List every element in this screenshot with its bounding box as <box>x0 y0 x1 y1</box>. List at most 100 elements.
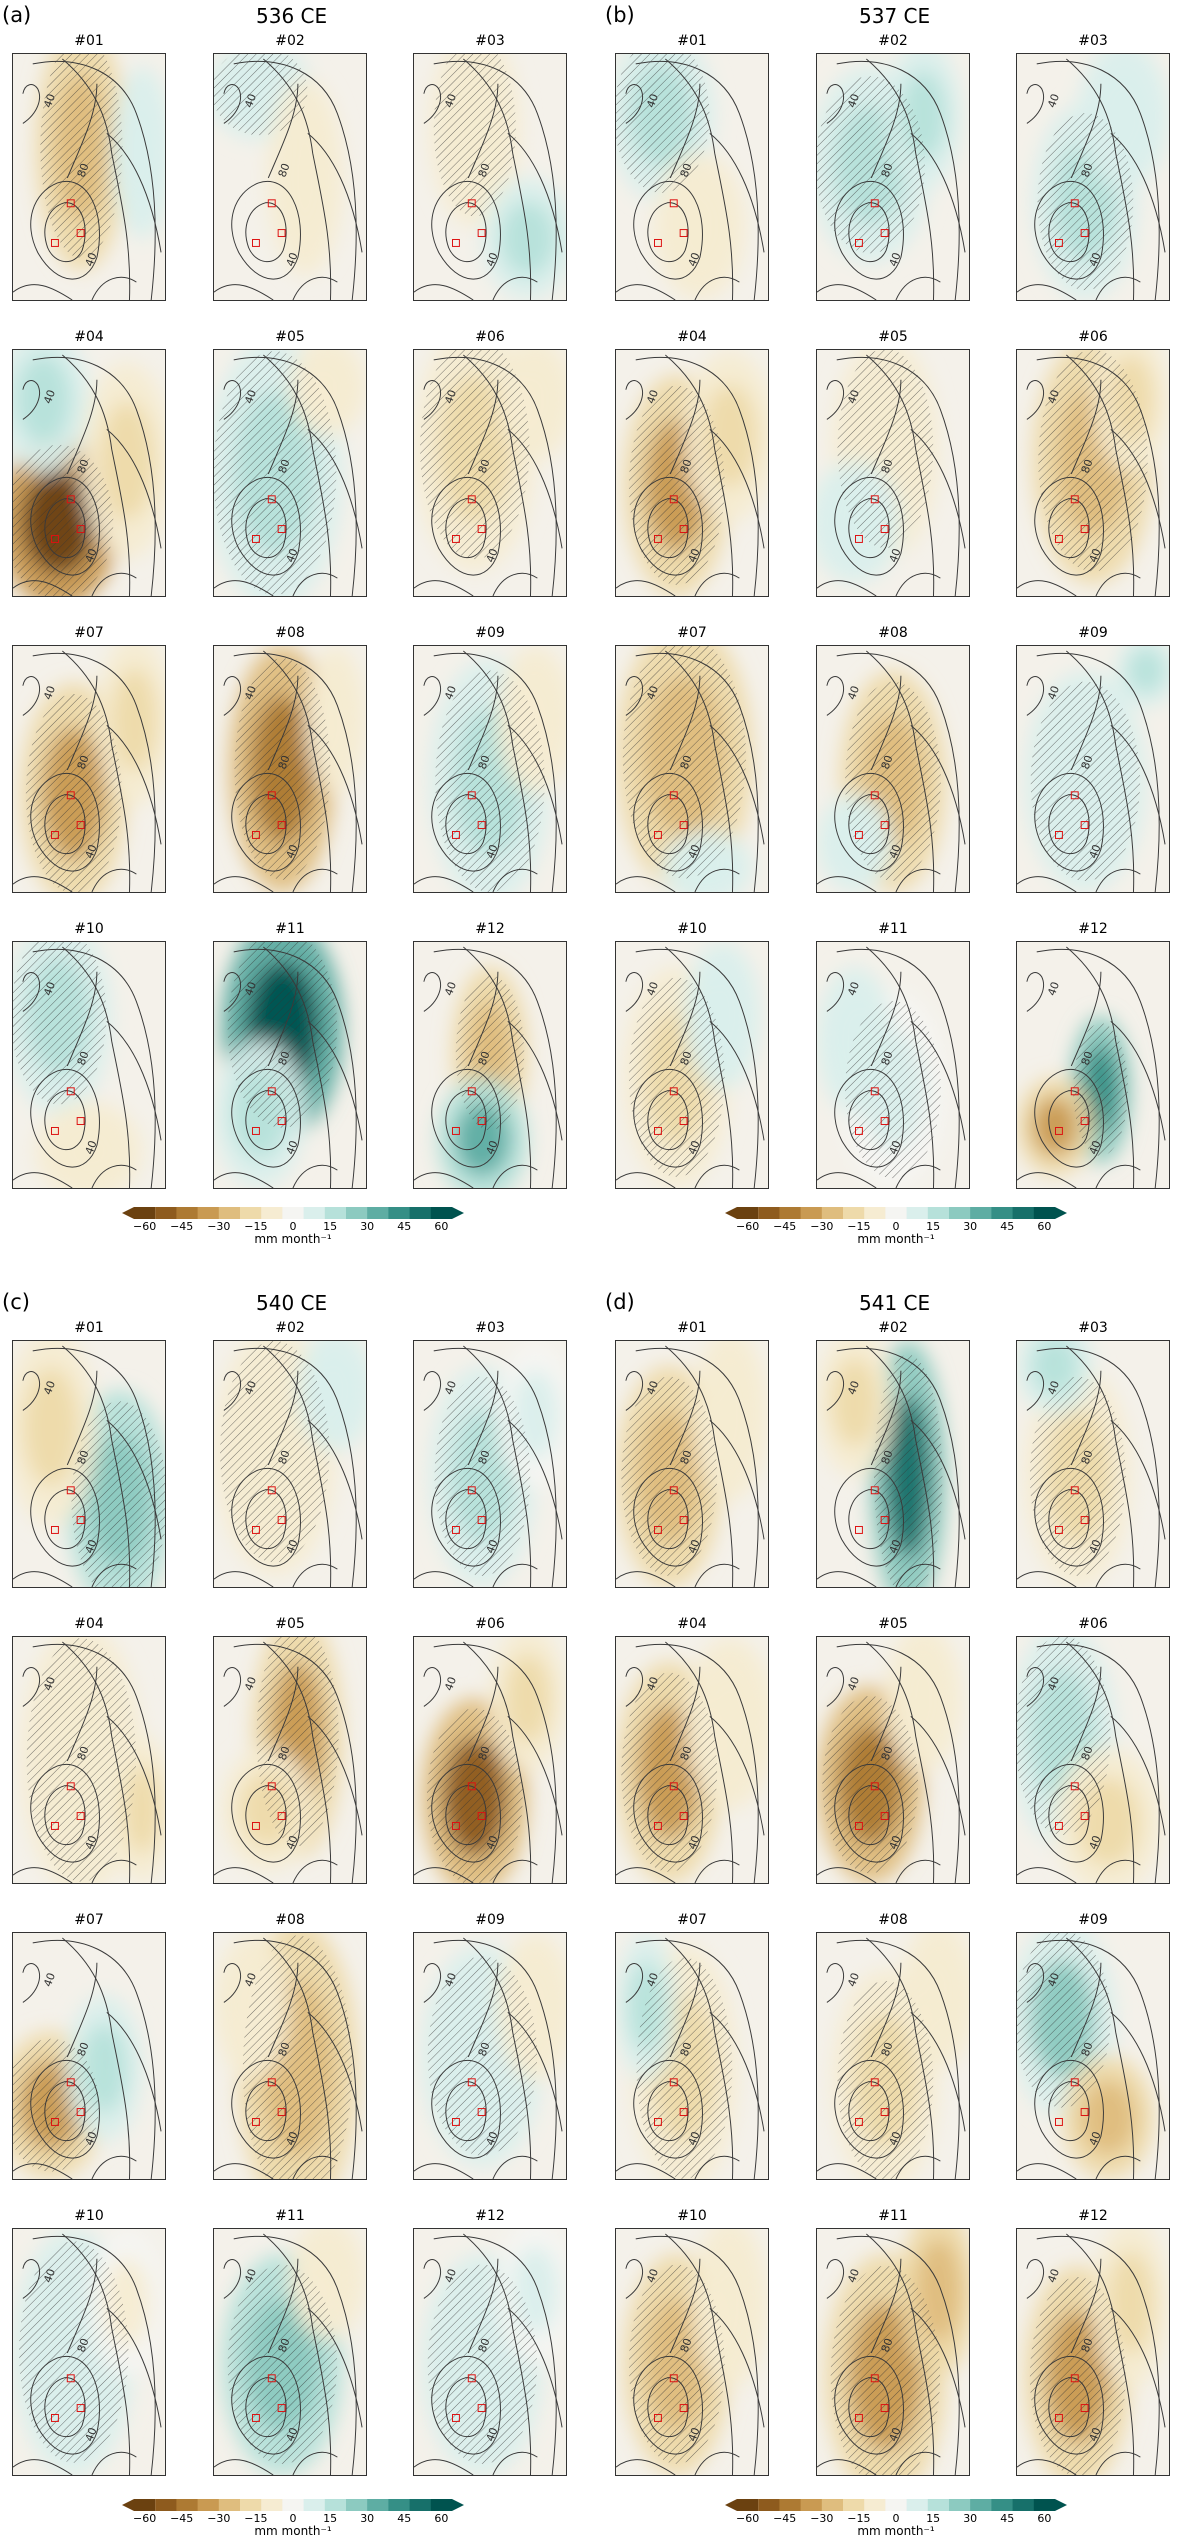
station-markers <box>654 791 688 839</box>
anomaly-map: 40 80 40 <box>817 1637 969 1883</box>
map-panel: 40 80 40 <box>413 1636 567 1884</box>
colorbar-swatch <box>1012 2499 1035 2511</box>
month-label: #08 <box>878 625 908 641</box>
contour-label: 40 <box>284 1139 301 1157</box>
station-markers <box>51 2078 85 2126</box>
colorbar-tick: 0 <box>893 1220 900 1231</box>
anomaly-map: 40 80 40 <box>214 1933 366 2179</box>
contour-label: 80 <box>75 457 92 475</box>
contour-label: 40 <box>484 547 501 565</box>
anomaly-map: 40 80 40 <box>414 1637 566 1883</box>
contour-lines <box>13 1937 162 2179</box>
colorbar-swatch <box>821 2499 844 2511</box>
contour-label: 40 <box>1087 547 1104 565</box>
colorbar-tick: −60 <box>736 2512 759 2523</box>
station-markers <box>252 2078 286 2126</box>
contour-label: 80 <box>1079 1049 1096 1067</box>
contour-label: 40 <box>284 2130 301 2148</box>
contour-label: 40 <box>1087 2426 1104 2444</box>
colorbar-swatch <box>240 1207 262 1219</box>
colorbar-swatch <box>155 1207 177 1219</box>
anomaly-core <box>702 1671 758 1775</box>
map-panel: 40 80 40 <box>615 349 769 597</box>
contour-lines <box>616 650 765 892</box>
contour-lines <box>1017 58 1166 300</box>
month-label: #06 <box>1078 1616 1108 1632</box>
anomaly-map: 40 80 40 <box>1017 2229 1169 2475</box>
significance-hatching <box>628 385 725 585</box>
colorbar-swatch <box>218 1207 241 1219</box>
anomaly-core <box>111 668 158 772</box>
map-panel: 40 80 40 <box>1016 53 1170 301</box>
colorbar-tick: −45 <box>773 1220 796 1231</box>
contour-label: 80 <box>1079 2040 1096 2058</box>
colorbar: −60 −45 −30 −15 0 15 30 45 60 <box>725 2499 1067 2539</box>
map-panel: 40 80 40 <box>816 2228 970 2476</box>
colorbar-unit: mm month⁻¹ <box>857 1232 935 1246</box>
contour-label: 40 <box>284 547 301 565</box>
colorbar-tick: 30 <box>963 1220 977 1231</box>
station-markers <box>452 495 486 543</box>
contour-label: 40 <box>83 2130 100 2148</box>
panel-title: 536 CE <box>256 4 328 28</box>
station-markers <box>855 1087 889 1135</box>
contour-label: 40 <box>242 1971 259 1989</box>
anomaly-map: 40 80 40 <box>616 1341 768 1587</box>
map-panel: 40 80 40 <box>12 645 166 893</box>
colorbar-unit: mm month⁻¹ <box>254 1232 332 1246</box>
anomaly-map: 40 80 40 <box>1017 350 1169 596</box>
contour-label: 40 <box>1087 1538 1104 1556</box>
anomaly-map: 40 80 40 <box>616 646 768 892</box>
contour-label: 40 <box>442 684 459 702</box>
station-markers <box>252 495 286 543</box>
colorbar-tick: −60 <box>133 1220 156 1231</box>
month-label: #04 <box>677 1616 707 1632</box>
map-panel: 40 80 40 <box>12 1932 166 2180</box>
significance-hatching <box>420 350 530 560</box>
contour-label: 40 <box>686 843 703 861</box>
contour-label: 40 <box>1087 1834 1104 1852</box>
panel-letter: (a) <box>2 3 32 27</box>
contour-label: 80 <box>75 2336 92 2354</box>
contour-label: 40 <box>41 980 58 998</box>
contour-label: 40 <box>1087 1139 1104 1157</box>
station-markers <box>51 1782 85 1830</box>
colorbar-swatch <box>800 1207 823 1219</box>
anomaly-map: 40 80 40 <box>214 2229 366 2475</box>
colorbar-tick: −15 <box>244 2512 267 2523</box>
anomaly-map: 40 80 40 <box>817 1341 969 1587</box>
colorbar-tick: 0 <box>893 2512 900 2523</box>
month-label: #06 <box>475 329 505 345</box>
contour-label: 40 <box>83 2426 100 2444</box>
contour-label: 40 <box>644 980 661 998</box>
contour-lines <box>616 1345 765 1587</box>
colorbar-tick: −60 <box>133 2512 156 2523</box>
contour-label: 80 <box>75 1448 92 1466</box>
contour-label: 40 <box>83 547 100 565</box>
contour-label: 40 <box>686 1834 703 1852</box>
colorbar-tick: 45 <box>1000 1220 1014 1231</box>
contour-label: 40 <box>41 1971 58 1989</box>
map-panel: 40 80 40 <box>1016 2228 1170 2476</box>
contour-label: 80 <box>879 753 896 771</box>
map-panel: 40 80 40 <box>816 53 970 301</box>
anomaly-map: 40 80 40 <box>214 1341 366 1587</box>
anomaly-core <box>832 1358 878 1447</box>
map-panel: 40 80 40 <box>615 2228 769 2476</box>
anomaly-map: 40 80 40 <box>214 54 366 300</box>
significance-hatching <box>426 1708 523 1883</box>
contour-label: 40 <box>644 1379 661 1397</box>
contour-label: 80 <box>476 457 493 475</box>
contour-label: 80 <box>678 161 695 179</box>
contour-label: 40 <box>845 1675 862 1693</box>
month-label: #05 <box>878 1616 908 1632</box>
colorbar-tick: 60 <box>1037 1220 1051 1231</box>
map-panel: 40 80 40 <box>413 645 567 893</box>
map-panel: 40 80 40 <box>12 2228 166 2476</box>
colorbar-swatch <box>991 1207 1014 1219</box>
significance-hatching <box>214 54 308 136</box>
colorbar-tick: 45 <box>1000 2512 1014 2523</box>
contour-lines <box>1017 354 1166 596</box>
colorbar-tick: −45 <box>773 2512 796 2523</box>
station-markers <box>855 791 889 839</box>
